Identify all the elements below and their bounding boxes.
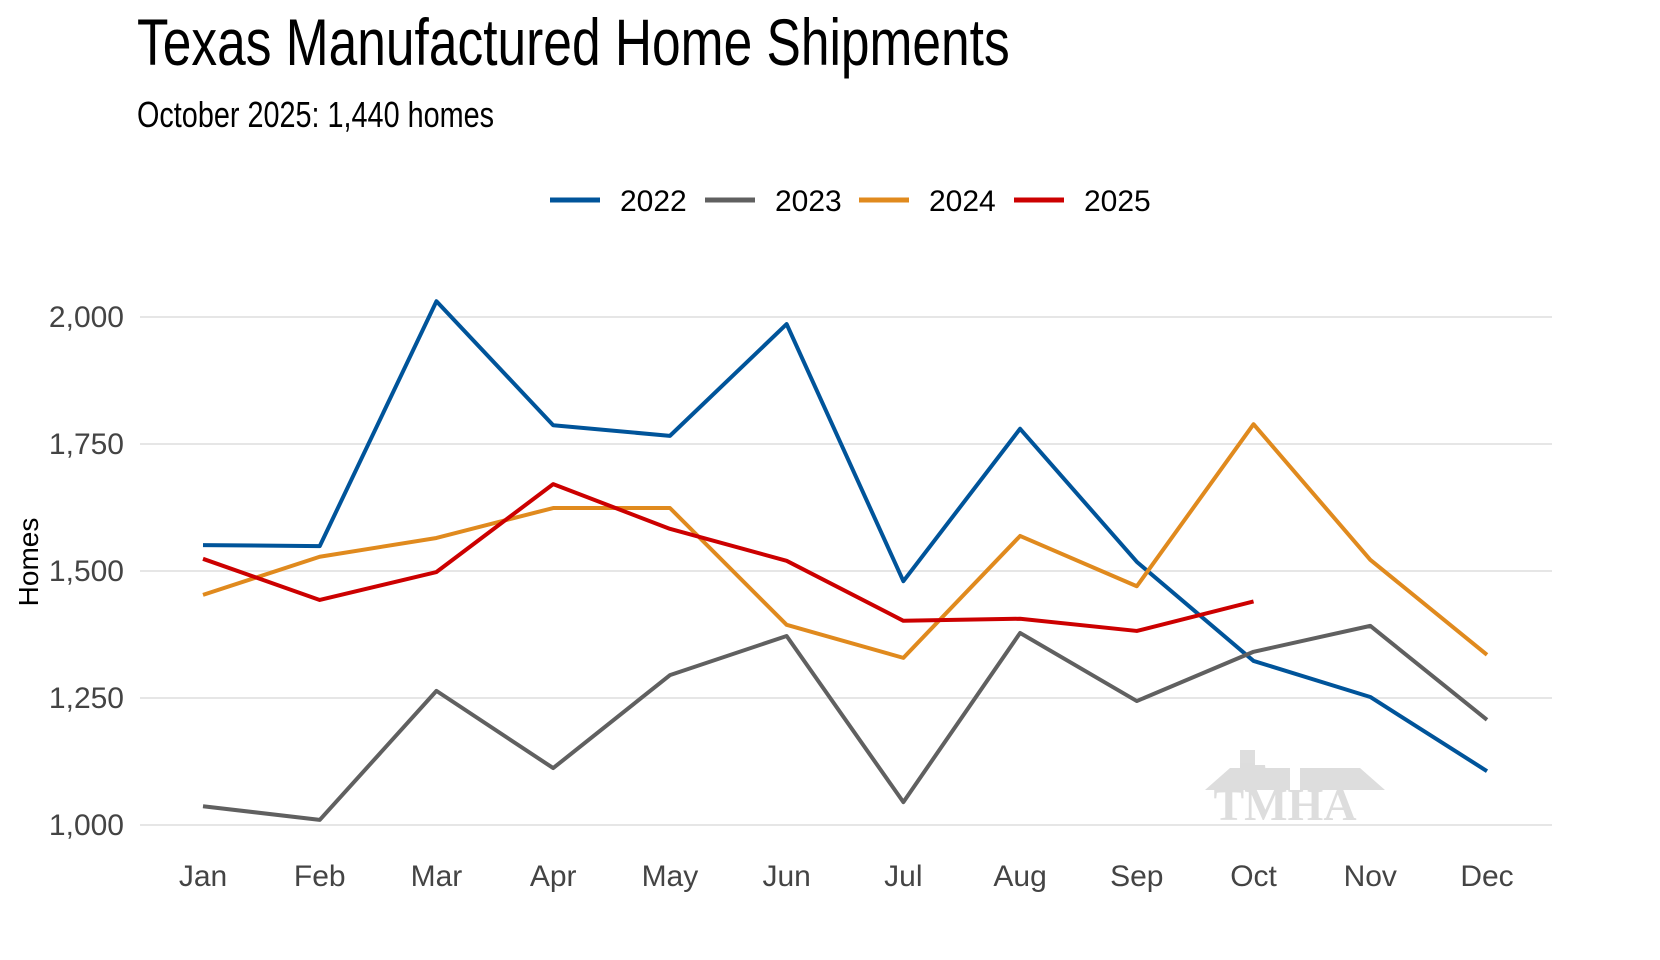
- y-axis-label: Homes: [13, 518, 44, 607]
- y-tick-label: 1,750: [49, 428, 124, 461]
- legend-item-2023: 2023: [705, 185, 842, 218]
- y-tick-label: 1,250: [49, 682, 124, 715]
- chart-title: Texas Manufactured Home Shipments: [137, 5, 1010, 79]
- x-tick-label: Jun: [762, 860, 810, 893]
- tmha-watermark-logo: TMHA: [1205, 750, 1385, 830]
- x-tick-label: Aug: [993, 860, 1046, 893]
- legend-item-2025: 2025: [1014, 185, 1151, 218]
- chart-subtitle: October 2025: 1,440 homes: [137, 94, 495, 135]
- y-tick-label: 1,500: [49, 555, 124, 588]
- x-tick-label: Jul: [884, 860, 922, 893]
- y-tick-label: 2,000: [49, 301, 124, 334]
- x-tick-label: Dec: [1460, 860, 1513, 893]
- x-tick-label: Mar: [411, 860, 463, 893]
- svg-text:TMHA: TMHA: [1213, 779, 1356, 830]
- series-line-2025: [202, 482, 1255, 633]
- legend-item-2022: 2022: [550, 185, 687, 218]
- x-tick-label: Feb: [294, 860, 346, 893]
- legend-label: 2024: [929, 185, 996, 218]
- series-line-2023: [202, 623, 1489, 822]
- legend-label: 2023: [775, 185, 842, 218]
- x-tick-label: Jan: [179, 860, 227, 893]
- legend-label: 2025: [1084, 185, 1151, 218]
- x-tick-label: Sep: [1110, 860, 1163, 893]
- x-tick-label: Oct: [1230, 860, 1277, 893]
- x-tick-label: Apr: [530, 860, 577, 893]
- x-tick-label: May: [642, 860, 699, 893]
- series-line-2024: [202, 422, 1489, 660]
- legend-item-2024: 2024: [859, 185, 996, 218]
- legend-label: 2022: [620, 185, 687, 218]
- series-line-2022: [202, 299, 1489, 773]
- x-tick-label: Nov: [1344, 860, 1397, 893]
- y-tick-label: 1,000: [49, 809, 124, 842]
